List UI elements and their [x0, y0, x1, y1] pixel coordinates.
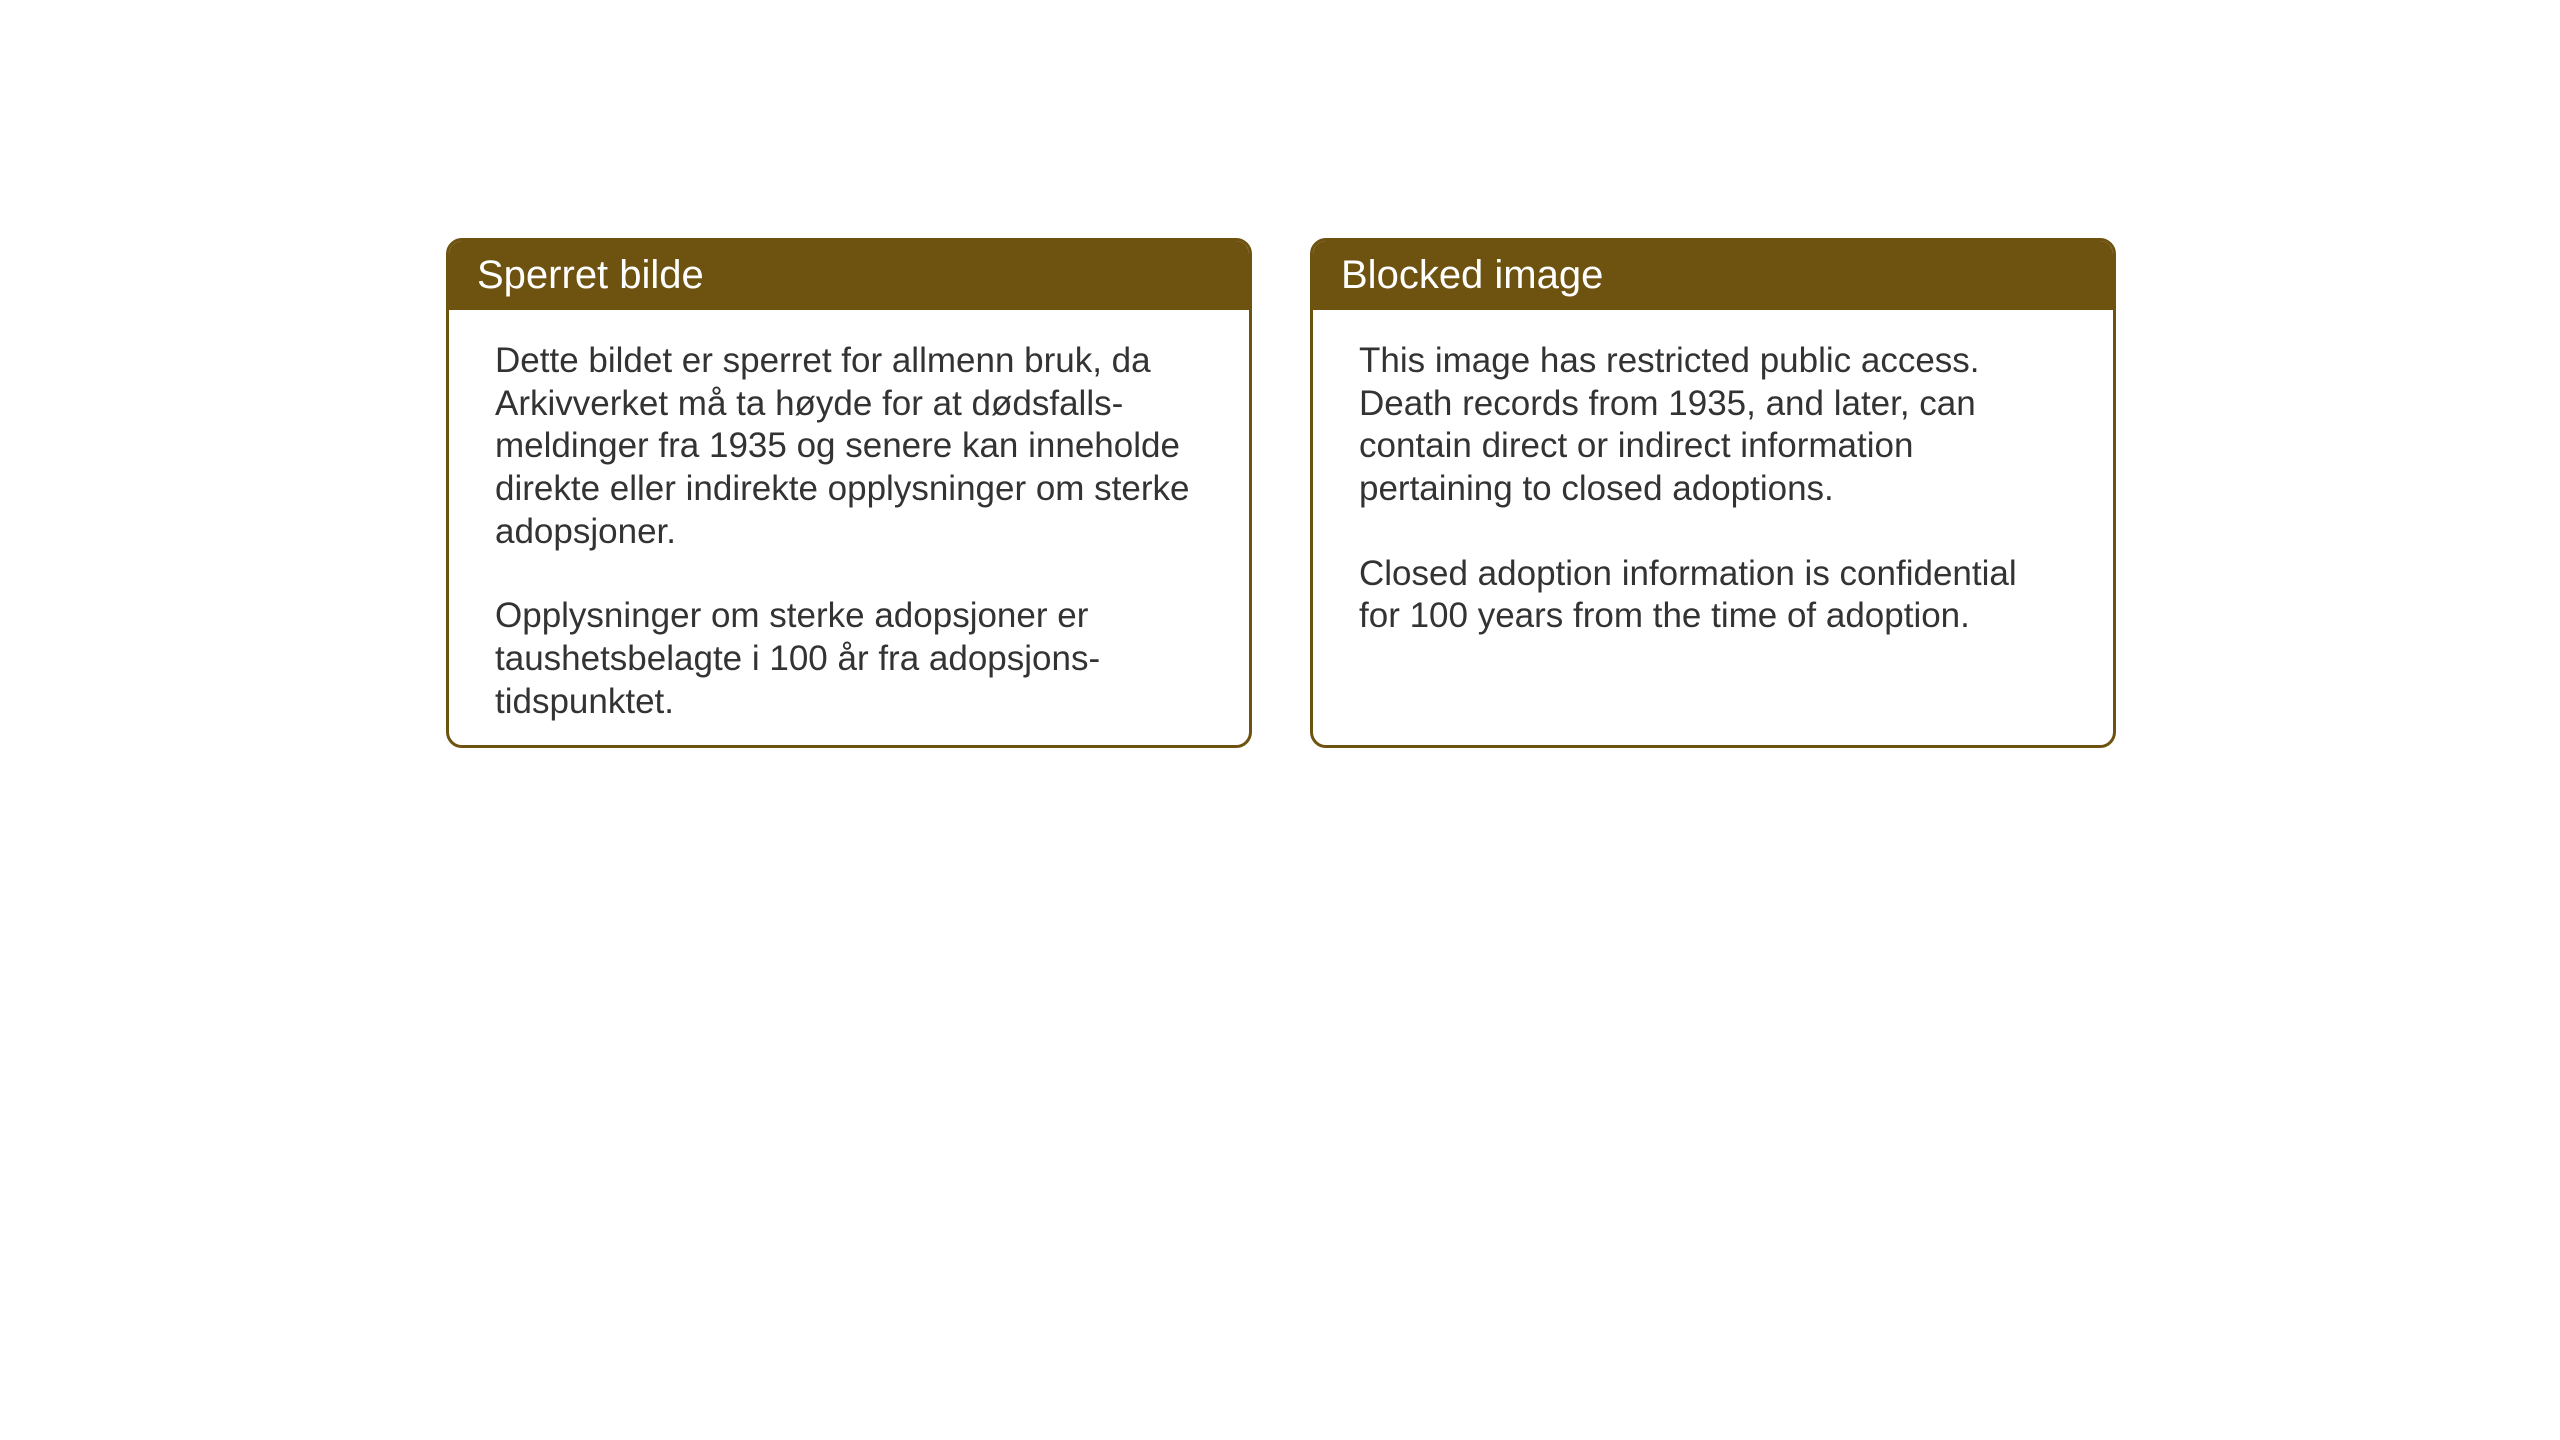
norwegian-card-body: Dette bildet er sperret for allmenn bruk…	[449, 310, 1249, 748]
english-card-body: This image has restricted public access.…	[1313, 310, 2113, 668]
english-paragraph-2: Closed adoption information is confident…	[1359, 553, 2067, 638]
norwegian-card-header: Sperret bilde	[449, 241, 1249, 310]
english-card-header: Blocked image	[1313, 241, 2113, 310]
norwegian-paragraph-2: Opplysninger om sterke adopsjoner er tau…	[495, 595, 1203, 723]
english-card: Blocked image This image has restricted …	[1310, 238, 2116, 748]
cards-container: Sperret bilde Dette bildet er sperret fo…	[446, 238, 2116, 748]
norwegian-card-title: Sperret bilde	[477, 253, 704, 297]
english-card-title: Blocked image	[1341, 253, 1603, 297]
norwegian-paragraph-1: Dette bildet er sperret for allmenn bruk…	[495, 340, 1203, 553]
english-paragraph-1: This image has restricted public access.…	[1359, 340, 2067, 511]
norwegian-card: Sperret bilde Dette bildet er sperret fo…	[446, 238, 1252, 748]
